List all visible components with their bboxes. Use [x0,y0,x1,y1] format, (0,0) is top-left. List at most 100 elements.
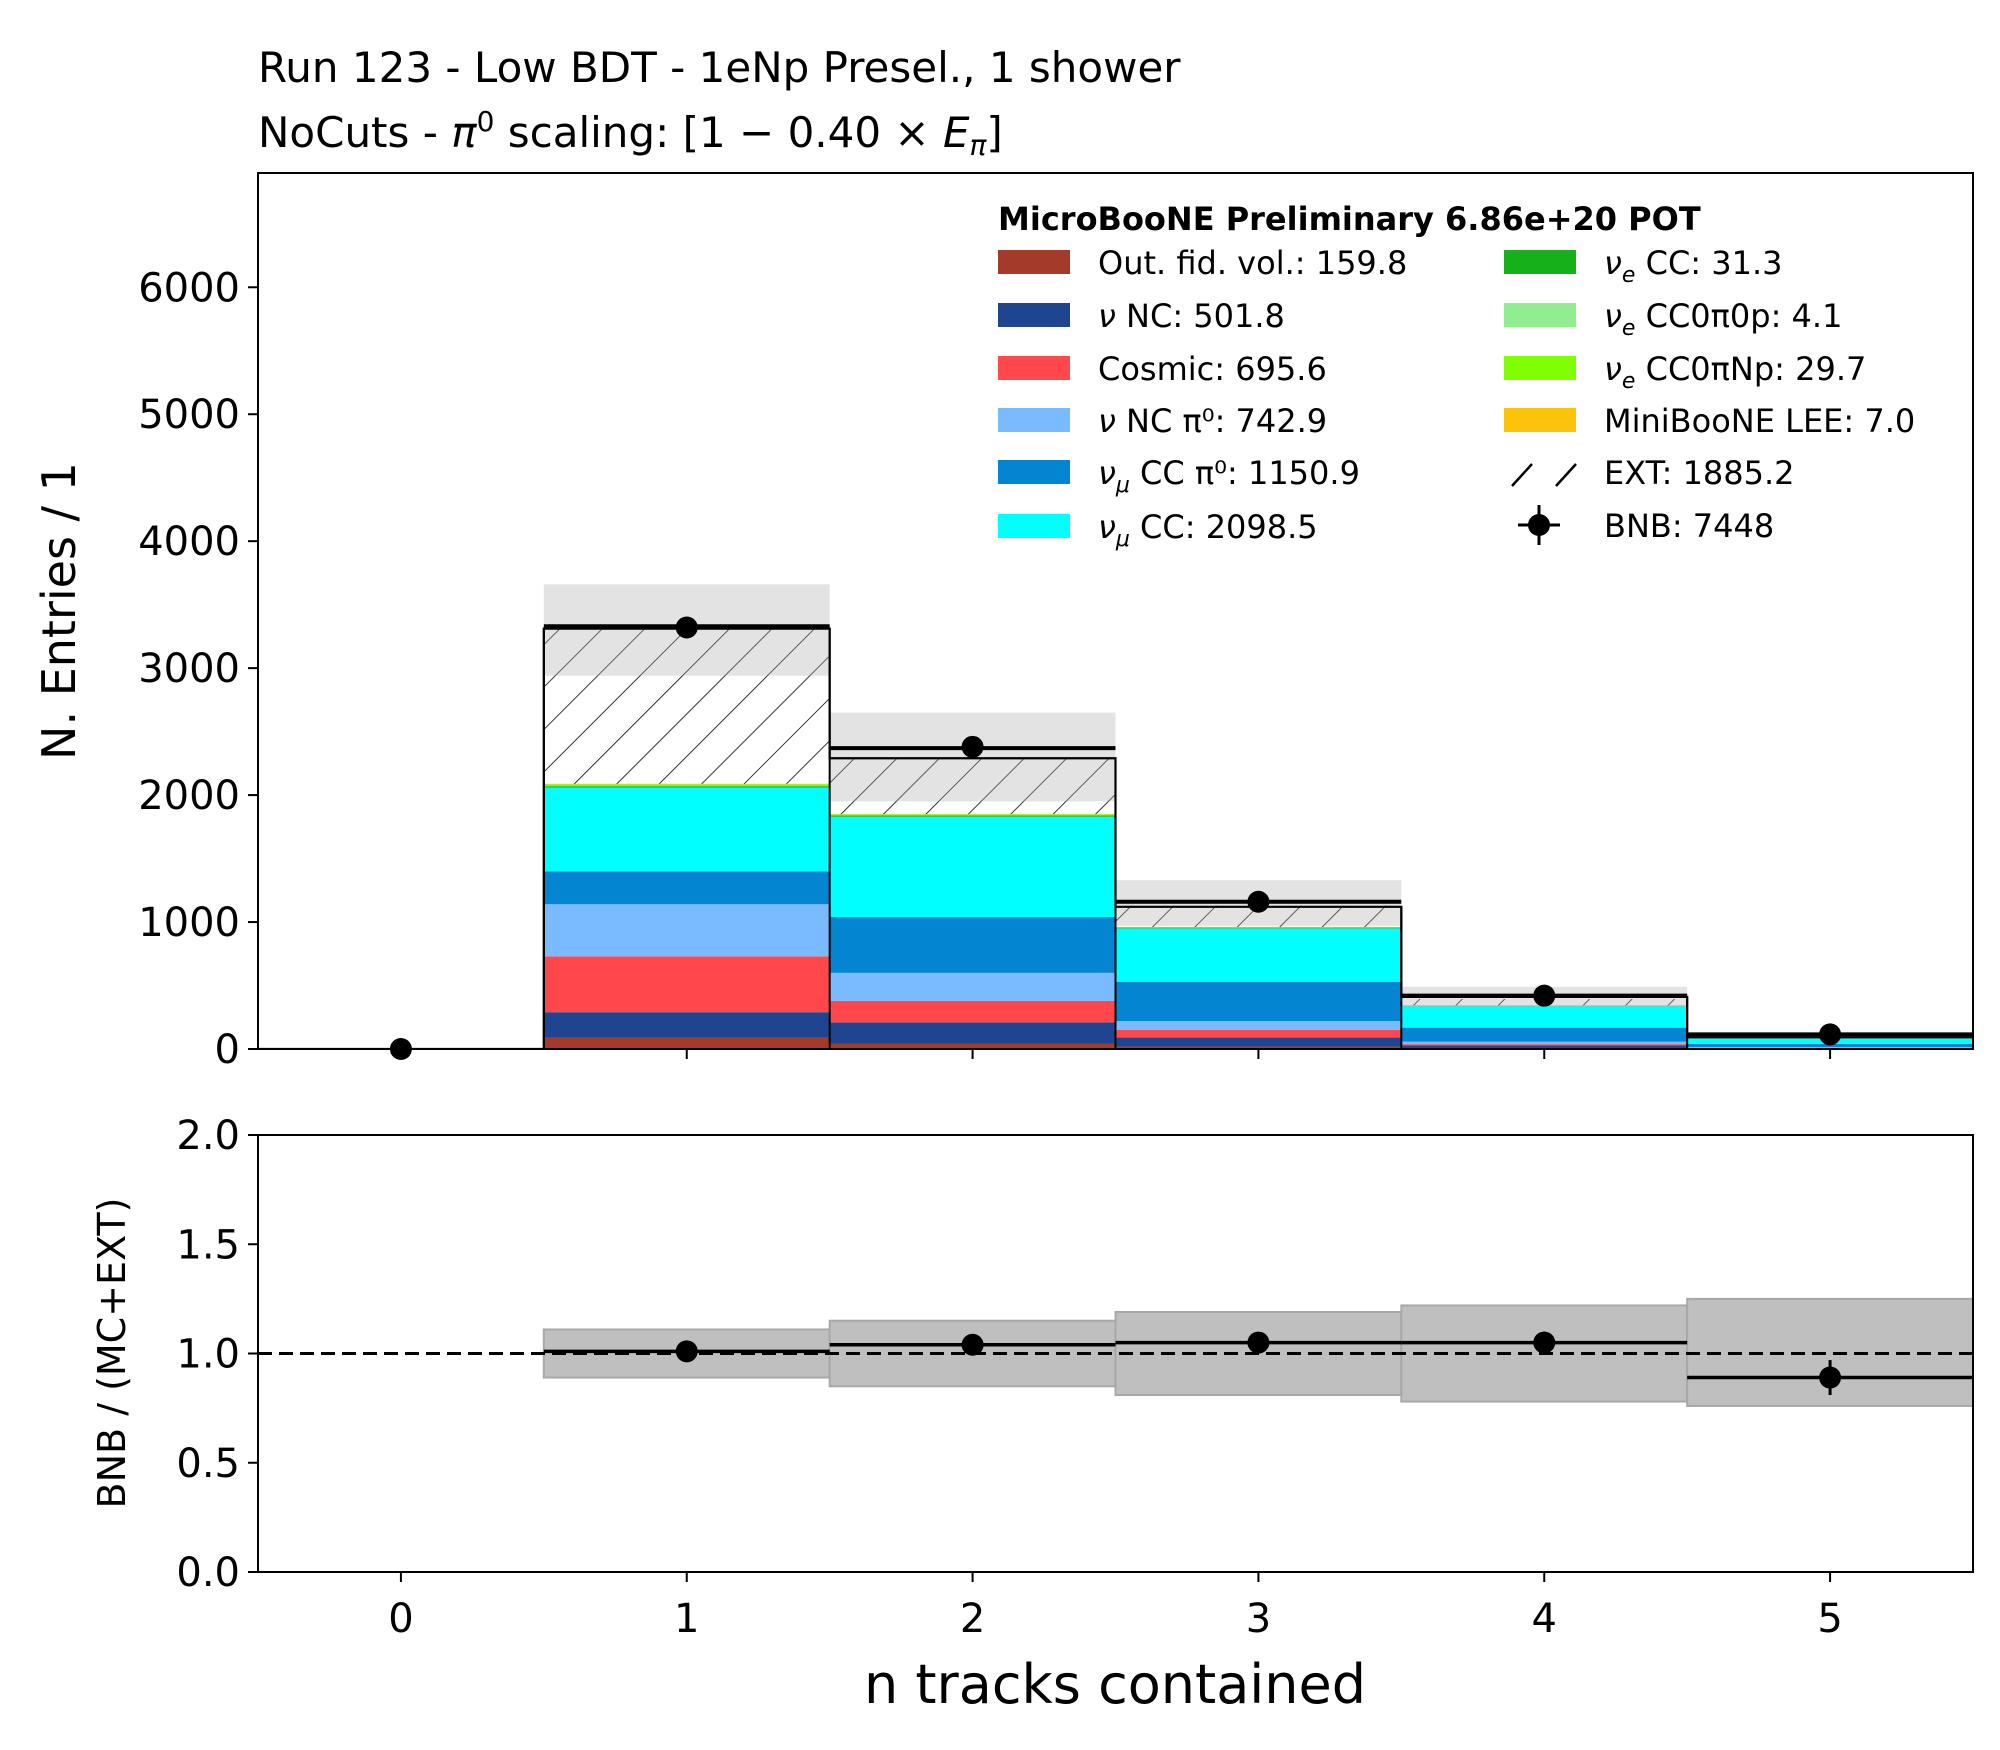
bar-segment-3-5 [1687,1047,1973,1048]
bar-segment-5-3 [1115,928,1402,982]
legend-swatch-8 [1504,356,1576,380]
x-tick-label-0: 0 [388,1596,413,1642]
bar-segment-0-3 [1115,1046,1402,1049]
subtitle-E: E [943,108,970,157]
bar-segment-2-4 [1401,1044,1688,1046]
legend-hatch-b [1555,463,1577,487]
y-tick-label-3000: 3000 [138,646,240,692]
stacked-bars [543,628,1973,1049]
ratio-x-axis: 0 1 2 3 4 5 [388,1572,1843,1642]
bar-segment-1-4 [1401,1045,1688,1048]
bar-segment-3-4 [1401,1041,1688,1045]
legend-label-9: MiniBooNE LEE: 7.0 [1604,402,1915,440]
y-tick-label-0: 0 [215,1027,240,1073]
x-axis-label: n tracks contained [864,1653,1366,1716]
x-tick-label-4: 4 [1532,1596,1557,1642]
subtitle-pre: NoCuts - [258,108,451,157]
ratio-y-axis: 0.0 0.5 1.0 1.5 2.0 [176,1113,258,1596]
subtitle-pi: π [451,108,477,157]
ratio-y-tick-label-1.0: 1.0 [176,1332,240,1378]
bar-segment-3-1 [543,904,830,957]
bar-segment-8-1 [543,784,830,787]
legend: MicroBooNE Preliminary 6.86e+20 POT Out.… [998,200,1915,552]
y-tick-label-2000: 2000 [138,773,240,819]
ratio-y-tick-label-0.5: 0.5 [176,1441,240,1487]
bar-segment-10-3 [1115,905,1402,927]
bar-segment-0-1 [543,1037,830,1049]
legend-label-7: νe CC0π0p: 4.1 [1604,297,1842,341]
chart-title: Run 123 - Low BDT - 1eNp Presel., 1 show… [258,43,1181,92]
bar-segment-0-2 [829,1043,1116,1049]
bar-segment-6-1 [543,786,830,788]
x-tick-label-5: 5 [1817,1596,1842,1642]
legend-label-4: νμ CC π⁰: 1150.9 [1098,454,1360,498]
legend-swatch-0 [998,250,1070,274]
data-point-1 [675,616,698,639]
bar-segment-1-3 [1115,1037,1402,1047]
bar-segment-5-1 [543,787,830,872]
x-tick-label-2: 2 [960,1596,985,1642]
legend-label-1: ν NC: 501.8 [1098,297,1285,335]
bar-segment-6-3 [1115,927,1402,929]
data-points [389,616,1842,1060]
legend-swatch-3 [998,408,1070,432]
legend-items: Out. fid. vol.: 159.8 ν NC: 501.8 Cosmic: … [998,244,1915,552]
bar-segment-4-4 [1401,1027,1688,1042]
bar-segment-5-4 [1401,1006,1688,1028]
data-point-4 [1533,984,1556,1007]
data-point-2 [961,735,984,758]
y-tick-label-1000: 1000 [138,900,240,946]
legend-label-5: νμ CC: 2098.5 [1098,508,1318,552]
legend-label-bnb: BNB: 7448 [1604,507,1774,545]
bar-segment-4-3 [1115,981,1402,1022]
subtitle-E-sub: π [970,129,988,162]
ratio-y-tick-label-0.0: 0.0 [176,1550,240,1596]
total-lines [258,624,1973,1049]
subtitle-post: scaling: [1 − 0.40 × [494,108,943,157]
ratio-y-tick-label-2.0: 2.0 [176,1113,240,1159]
bar-segment-2-1 [543,956,830,1013]
bar-segment-4-5 [1687,1043,1973,1048]
bar-segment-3-3 [1115,1021,1402,1030]
data-point-5 [1819,1023,1842,1046]
legend-swatch-6 [1504,250,1576,274]
ratio-point-4 [1533,1331,1556,1354]
bar-segment-2-2 [829,1000,1116,1023]
ratio-point-1 [675,1340,698,1363]
y-tick-label-6000: 6000 [138,265,240,311]
legend-swatch-9 [1504,408,1576,432]
bar-segment-1-1 [543,1012,830,1038]
main-y-axis: 0 1000 2000 3000 4000 5000 6000 [138,265,258,1073]
bar-segment-4-1 [543,871,830,905]
ratio-point-2 [961,1333,984,1356]
bar-segment-1-2 [829,1022,1116,1044]
legend-header: MicroBooNE Preliminary 6.86e+20 POT [998,200,1701,238]
legend-label-2: Cosmic: 695.6 [1098,350,1327,388]
legend-swatch-2 [998,356,1070,380]
legend-swatch-1 [998,303,1070,327]
bar-segment-8-3 [1115,926,1402,928]
bar-segment-4-2 [829,916,1116,973]
chart-subtitle: NoCuts - π0 scaling: [1 − 0.40 × Eπ] [258,105,1003,162]
legend-label-3: ν NC π⁰: 742.9 [1098,402,1327,440]
subtitle-end: ] [986,108,1002,157]
legend-hatch-a [1511,463,1533,487]
legend-swatch-7 [1504,303,1576,327]
legend-label-0: Out. fid. vol.: 159.8 [1098,244,1407,282]
bar-segment-2-3 [1115,1029,1402,1038]
legend-label-8: νe CC0πNp: 29.7 [1604,350,1866,394]
bar-segment-6-2 [829,815,1116,817]
y-tick-label-4000: 4000 [138,519,240,565]
main-x-ticks [399,1049,1832,1059]
main-y-label: N. Entries / 1 [32,462,86,760]
legend-label-10: EXT: 1885.2 [1604,454,1795,492]
bar-segment-3-2 [829,972,1116,1001]
data-point-3 [1247,890,1270,913]
bar-segment-5-2 [829,816,1116,917]
main-plot-frame [257,172,1974,1050]
main-panel: 0 1000 2000 3000 4000 5000 6000 N. Entries / 1 [32,172,1974,1073]
y-tick-label-5000: 5000 [138,392,240,438]
bar-segment-8-2 [829,814,1116,816]
x-tick-label-1: 1 [674,1596,699,1642]
